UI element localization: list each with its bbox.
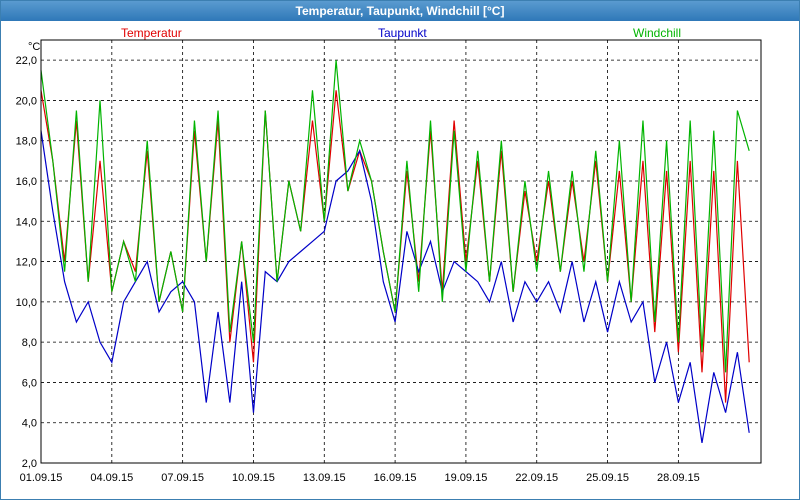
x-tick-label: 22.09.15 [515,472,558,484]
x-tick-label: 16.09.15 [374,472,417,484]
plot-frame [40,39,762,464]
series-line-taupunkt [40,130,750,443]
y-tick-label: 12,0 [16,257,37,269]
legend-temperatur: Temperatur [121,26,182,40]
legend-taupunkt: Taupunkt [378,26,427,40]
series-line-windchill [40,60,750,373]
x-tick-label: 10.09.15 [232,472,275,484]
y-tick-label: 22,0 [16,55,37,67]
x-tick-label: 19.09.15 [445,472,488,484]
legend-windchill: Windchill [633,26,682,40]
y-tick-label: 18,0 [16,136,37,148]
y-tick-label: 4,0 [22,418,37,430]
x-tick-label: 07.09.15 [161,472,204,484]
y-tick-label: 6,0 [22,377,37,389]
y-tick-label: 16,0 [16,176,37,188]
x-tick-label: 04.09.15 [90,472,133,484]
line-chart: 22,0 20,0 18,0 16,0 14,0 12,0 10,0 8,0 6,0 4,0 2,0… [16,39,762,484]
plot-border [40,39,762,464]
y-axis-unit: °C [28,41,41,53]
x-tick-label: 25.09.15 [586,472,629,484]
y-tick-label: 20,0 [16,95,37,107]
window-title: Temperatur, Taupunkt, Windchill [°C] [1,1,799,21]
x-tick-label: 28.09.15 [657,472,700,484]
x-tick-label: 13.09.15 [303,472,346,484]
y-tick-label: 10,0 [16,297,37,309]
x-tick-label: 01.09.15 [20,472,63,484]
y-tick-label: 2,0 [22,458,37,470]
y-tick-label: 8,0 [22,337,37,349]
y-tick-label: 14,0 [16,216,37,228]
